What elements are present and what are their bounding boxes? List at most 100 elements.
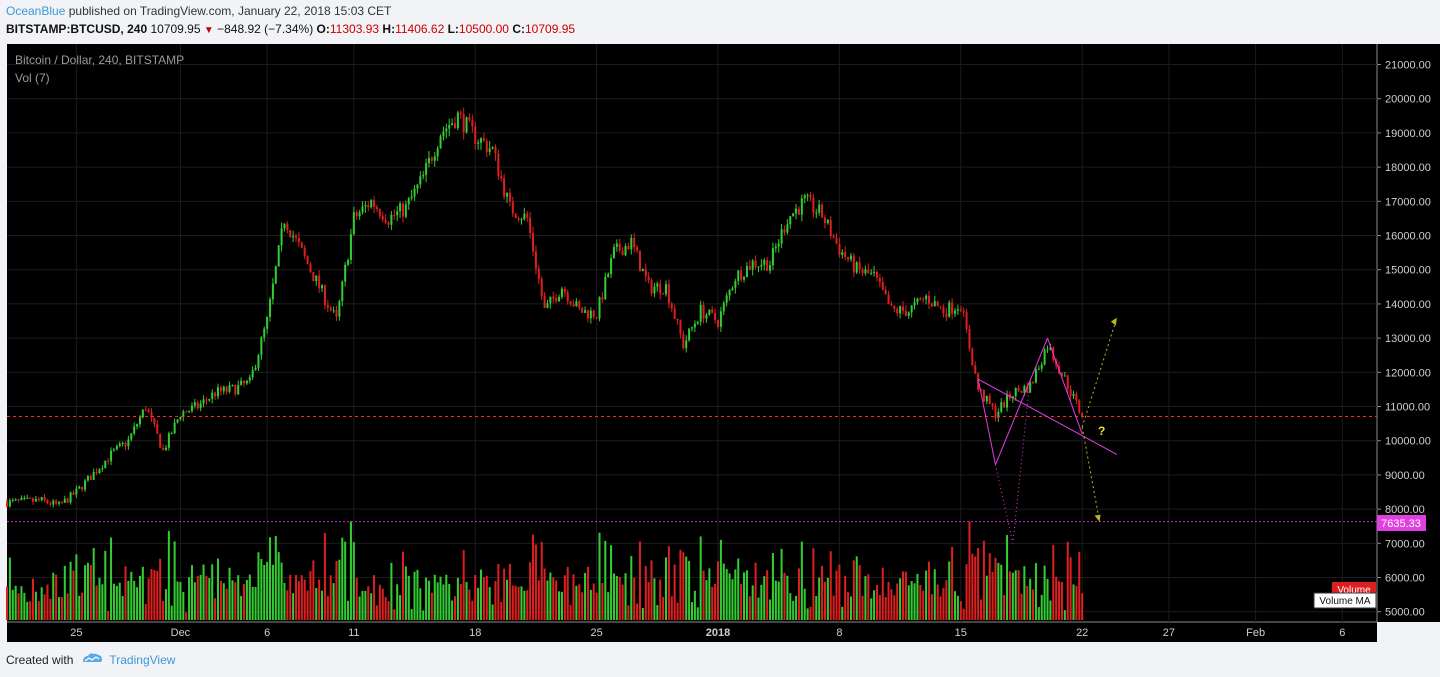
volume-bar <box>433 574 436 620</box>
volume-bar <box>196 576 199 620</box>
open-label: O: <box>316 22 330 36</box>
volume-bar <box>1049 600 1052 620</box>
candle-body <box>274 266 277 284</box>
candle-body <box>185 411 188 413</box>
candle-body <box>167 433 170 448</box>
candle-body <box>118 443 121 447</box>
volume-bar <box>670 596 673 620</box>
volume-bar <box>277 552 280 620</box>
volume-bar <box>52 572 55 620</box>
volume-bar <box>208 578 211 620</box>
candle-body <box>456 112 459 129</box>
volume-bar <box>338 559 341 620</box>
candle-body <box>954 310 957 314</box>
volume-bar <box>569 604 572 620</box>
candle-body <box>506 192 509 197</box>
candle-body <box>991 403 994 407</box>
candle-body <box>1049 347 1052 350</box>
volume-bar <box>136 587 139 620</box>
candle-body <box>532 232 535 252</box>
volume-bar <box>219 580 222 620</box>
candle-body <box>714 312 717 321</box>
volume-bar <box>520 586 523 620</box>
x-tick-label: 25 <box>590 627 602 639</box>
candle-body <box>566 292 569 302</box>
candle-body <box>769 265 772 271</box>
candle-body <box>783 229 786 233</box>
volume-bar <box>743 572 746 620</box>
candle-body <box>367 205 370 208</box>
volume-bar <box>436 582 439 620</box>
candle-body <box>644 269 647 277</box>
volume-bar <box>823 581 826 620</box>
candle-body <box>222 386 225 392</box>
volume-bar <box>1058 581 1061 620</box>
candle-body <box>520 219 523 221</box>
candle-body <box>543 295 546 309</box>
volume-bar <box>988 553 991 620</box>
question-mark-annotation: ? <box>1098 424 1105 438</box>
candle-body <box>774 246 777 249</box>
volume-bar <box>641 607 644 620</box>
volume-bar <box>656 605 659 620</box>
volume-bar <box>1029 578 1032 620</box>
candle-body <box>795 208 798 214</box>
candle-body <box>740 270 743 280</box>
candle-body <box>806 195 809 197</box>
volume-bar <box>34 591 37 620</box>
candle-body <box>581 307 584 313</box>
candle-body <box>110 450 113 462</box>
volume-bar <box>864 576 867 620</box>
candle-body <box>344 264 347 282</box>
candle-body <box>462 114 465 133</box>
volume-bar <box>164 589 167 620</box>
volume-bar <box>832 595 835 620</box>
volume-bar <box>147 578 150 620</box>
candle-body <box>173 422 176 434</box>
candle-body <box>563 288 566 293</box>
candle-body <box>208 399 211 401</box>
volume-bar <box>289 574 292 620</box>
candle-body <box>933 301 936 307</box>
candle-body <box>373 200 376 208</box>
high-value: 11406.62 <box>395 22 445 36</box>
candle-body <box>1006 394 1009 408</box>
candle-body <box>711 309 714 313</box>
candle-body <box>26 497 29 499</box>
candle-body <box>182 411 185 418</box>
volume-bar <box>286 590 289 620</box>
candle-body <box>670 303 673 309</box>
volume-bar <box>381 588 384 620</box>
candle-body <box>176 419 179 423</box>
volume-bar <box>92 548 95 620</box>
candle-body <box>491 146 494 149</box>
author-link[interactable]: OceanBlue <box>6 4 66 18</box>
candle-body <box>112 449 115 451</box>
volume-bar <box>985 575 988 620</box>
volume-bar <box>936 584 939 620</box>
candle-body <box>370 200 373 208</box>
candle-body <box>86 476 89 481</box>
candle-body <box>589 310 592 319</box>
volume-bar <box>818 577 821 620</box>
candle-body <box>705 314 708 319</box>
y-tick-label: 7000.00 <box>1385 538 1425 550</box>
tradingview-logo-icon[interactable] <box>81 652 103 667</box>
volume-bar <box>751 585 754 620</box>
price-chart[interactable]: 5000.00 6000.00 7000.00 8000.00 9000.00 10000… <box>0 42 1440 644</box>
volume-bar <box>396 584 399 620</box>
volume-bar <box>719 539 722 620</box>
candle-body <box>1037 368 1040 370</box>
tradingview-link[interactable]: TradingView <box>109 652 176 667</box>
volume-bar <box>159 558 162 620</box>
candle-body <box>1011 396 1014 399</box>
volume-bar <box>349 521 352 620</box>
candle-body <box>396 211 399 216</box>
volume-bar <box>242 584 246 620</box>
volume-bar <box>170 605 173 620</box>
candle-body <box>43 497 46 501</box>
candle-body <box>855 262 858 273</box>
candle-body <box>864 269 867 274</box>
candle-body <box>777 243 780 247</box>
close-value: 10709.95 <box>525 22 576 36</box>
